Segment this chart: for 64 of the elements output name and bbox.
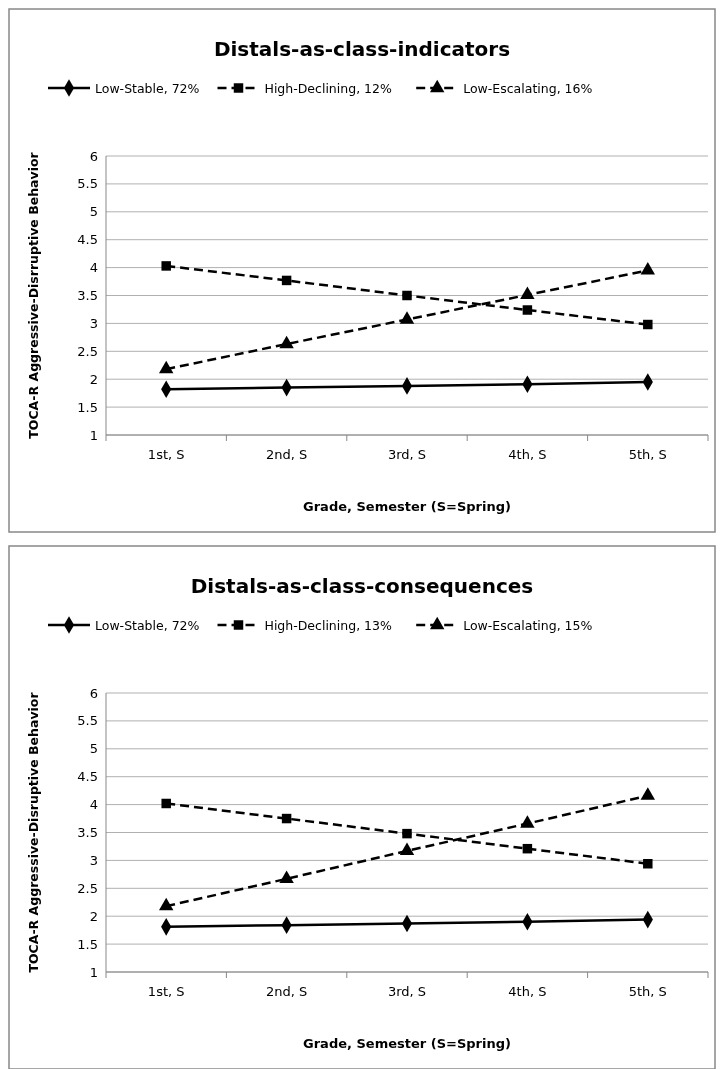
y-tick-label: 1 [89, 964, 98, 980]
y-tick-label: 4 [89, 260, 98, 276]
legend-label: Low-Escalating, 16% [463, 80, 593, 96]
y-tick-label: 5.5 [77, 176, 98, 192]
point [520, 286, 535, 300]
x-axis-title: Grade, Semester (S=Spring) [303, 499, 511, 514]
x-tick-label: 2nd, S [265, 447, 308, 462]
y-tick-label: 4.5 [77, 232, 98, 248]
y-tick-label: 3.5 [77, 288, 98, 303]
point [402, 290, 412, 301]
x-tick-label: 5th, S [628, 984, 667, 999]
point [281, 813, 292, 824]
y-tick-label: 2.5 [77, 880, 98, 896]
point [399, 311, 415, 324]
point [402, 828, 412, 839]
y-tick-label: 1.5 [77, 399, 98, 415]
x-tick-label: 1st, S [147, 984, 185, 999]
point [158, 360, 174, 374]
x-axis-title: Grade, Semester (S=Spring) [303, 1036, 511, 1051]
y-tick-label: 4.5 [77, 769, 98, 785]
legend-label: High-Declining, 13% [264, 617, 392, 633]
point [279, 870, 294, 883]
y-tick-label: 6 [89, 685, 98, 701]
y-tick-label: 6 [89, 148, 98, 164]
y-tick-label: 5 [89, 204, 98, 220]
y-axis-title: TOCA-R Aggressive-Disruptive Behavior [26, 691, 41, 973]
point [520, 815, 535, 828]
chart-title: Distals-as-class-indicators [213, 37, 511, 61]
y-tick-label: 2 [89, 371, 98, 387]
point [640, 787, 656, 800]
point [643, 859, 653, 869]
y-tick-label: 5.5 [77, 713, 98, 729]
y-tick-label: 2 [89, 908, 98, 924]
y-tick-label: 3 [89, 315, 98, 331]
point [640, 262, 656, 275]
point [161, 261, 171, 271]
point [281, 275, 292, 286]
legend-label: Low-Escalating, 15% [463, 617, 593, 633]
point [279, 335, 294, 349]
chart-title: Distals-as-class-consequences [190, 574, 534, 598]
legend-label: Low-Stable, 72% [95, 80, 200, 96]
x-tick-label: 4th, S [508, 984, 547, 999]
y-tick-label: 5 [89, 741, 98, 757]
x-tick-label: 1st, S [147, 447, 185, 462]
y-tick-label: 1 [89, 427, 98, 443]
y-tick-label: 4 [89, 797, 98, 813]
legend-label: High-Declining, 12% [264, 80, 392, 96]
point [643, 319, 653, 330]
point [161, 798, 171, 809]
y-tick-label: 3 [89, 852, 98, 868]
y-tick-label: 2.5 [77, 343, 98, 359]
y-axis-title: TOCA-R Aggressive-Disrruptive Behavior [26, 151, 41, 439]
x-tick-label: 3rd, S [387, 447, 427, 462]
x-tick-label: 3rd, S [387, 984, 427, 999]
y-tick-label: 3.5 [77, 825, 98, 840]
legend-label: Low-Stable, 72% [95, 617, 200, 633]
point [158, 897, 174, 911]
x-tick-label: 2nd, S [265, 984, 308, 999]
y-tick-label: 1.5 [77, 936, 98, 952]
x-tick-label: 5th, S [628, 447, 667, 462]
x-tick-label: 4th, S [508, 447, 547, 462]
point [522, 305, 533, 315]
point [399, 842, 415, 856]
point [522, 843, 533, 854]
